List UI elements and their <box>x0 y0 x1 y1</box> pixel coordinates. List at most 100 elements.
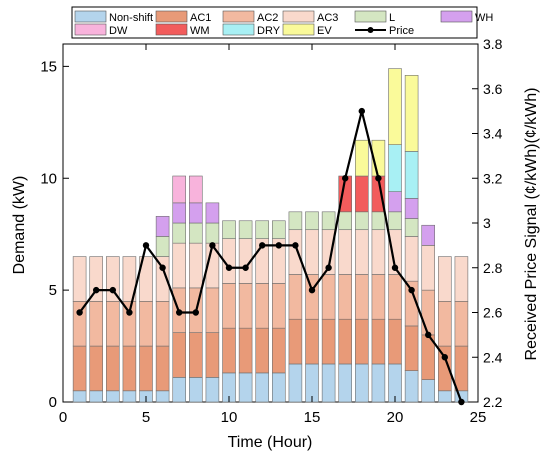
bar-ev-hour-18 <box>355 139 369 177</box>
price-point-hour-6 <box>159 264 166 271</box>
x-tick-label-10: 10 <box>221 409 238 426</box>
price-point-hour-1 <box>76 309 83 316</box>
bar-ac3-hour-7 <box>172 242 186 289</box>
bar-ac1-hour-12 <box>255 327 269 374</box>
legend-label-price: Price <box>389 25 414 37</box>
bar-non-shift-hour-18 <box>355 363 369 403</box>
bar-ac3-hour-17 <box>338 229 352 275</box>
y-right-tick-label-3-4: 3.4 <box>483 126 503 142</box>
x-axis-label: Time (Hour) <box>228 434 313 451</box>
price-point-hour-3 <box>109 286 117 294</box>
x-tick-label-25: 25 <box>470 409 487 426</box>
bar-ac1-hour-5 <box>139 345 153 392</box>
bar-non-shift-hour-16 <box>321 363 336 403</box>
bar-ac1-hour-2 <box>89 345 103 392</box>
y-right-tick-label-3: 3 <box>483 215 491 231</box>
bar-ac1-hour-17 <box>338 318 352 365</box>
legend-swatch-l <box>354 10 387 23</box>
x-tick-label-20: 20 <box>387 409 404 426</box>
bar-l-hour-11 <box>238 220 253 239</box>
price-point-hour-20 <box>391 264 399 271</box>
legend-label-dry: DRY <box>257 25 281 37</box>
bar-ac1-hour-11 <box>238 327 253 374</box>
price-point-hour-10 <box>225 264 233 271</box>
price-point-hour-22 <box>425 331 432 339</box>
legend-swatch-ac3 <box>282 10 315 23</box>
y-right-tick-label-2-6: 2.6 <box>483 305 503 321</box>
price-point-hour-5 <box>142 242 150 249</box>
bar-non-shift-hour-12 <box>255 372 269 403</box>
bar-wh-hour-6 <box>155 215 170 237</box>
bar-non-shift-hour-2 <box>89 390 103 403</box>
bar-ac2-hour-16 <box>321 274 336 320</box>
bar-ac1-hour-21 <box>404 325 419 371</box>
price-point-hour-9 <box>209 242 216 249</box>
bar-ac2-hour-14 <box>288 274 303 320</box>
bar-ac2-hour-15 <box>305 274 319 320</box>
price-line <box>78 110 463 403</box>
bar-non-shift-hour-9 <box>205 377 220 403</box>
bar-ac1-hour-14 <box>288 318 303 365</box>
bar-wh-hour-8 <box>189 202 203 224</box>
bar-ac2-hour-2 <box>89 301 103 347</box>
bar-ac1-hour-10 <box>222 327 236 374</box>
bar-ac3-hour-4 <box>122 256 137 302</box>
bar-ac1-hour-1 <box>72 345 87 392</box>
price-point-hour-16 <box>325 264 332 271</box>
bar-ac2-hour-10 <box>222 283 236 329</box>
legend-swatch-non-shift <box>74 10 107 23</box>
bar-ac2-hour-23 <box>438 301 452 347</box>
bar-ac2-hour-17 <box>338 274 352 320</box>
bar-l-hour-8 <box>189 222 203 244</box>
bar-l-hour-17 <box>338 211 352 231</box>
bar-non-shift-hour-13 <box>272 372 286 403</box>
y-left-tick-label-15: 15 <box>40 58 57 75</box>
bar-ac3-hour-19 <box>371 229 386 275</box>
bar-wh-hour-20 <box>388 191 402 213</box>
bar-wm-hour-18 <box>355 175 369 213</box>
bar-l-hour-21 <box>404 218 419 237</box>
bar-l-hour-9 <box>205 222 220 244</box>
bar-non-shift-hour-4 <box>122 390 137 403</box>
axes-layer: 0 5 10 15 20 25 0 5 10 15 2.2 2.4 2.6 2.8 3 3.2 3.4 3.6 3.… <box>40 36 502 426</box>
bar-non-shift-hour-22 <box>421 379 435 403</box>
bar-dry-hour-21 <box>404 151 419 199</box>
bar-wh-hour-7 <box>172 202 186 224</box>
bar-ac1-hour-13 <box>272 327 286 374</box>
bar-l-hour-6 <box>155 236 170 257</box>
bar-ac1-hour-24 <box>454 345 469 392</box>
bar-ac2-hour-18 <box>355 274 369 320</box>
bar-ac3-hour-21 <box>404 236 419 282</box>
x-tick-label-5: 5 <box>142 409 150 426</box>
bars-layer <box>72 68 469 403</box>
bar-ac1-hour-9 <box>205 332 220 378</box>
y-right-tick-label-2-2: 2.2 <box>483 394 503 410</box>
x-tick-label-15: 15 <box>304 409 321 426</box>
bar-ev-hour-20 <box>388 68 402 145</box>
bar-ac3-hour-18 <box>355 229 369 275</box>
bar-l-hour-18 <box>355 211 369 231</box>
y-left-tick-label-0: 0 <box>49 394 57 411</box>
y-axis-right-label: Received Price Signal (¢/kWh)(¢/kWh) <box>523 88 540 361</box>
bar-l-hour-7 <box>172 222 186 244</box>
bar-ac2-hour-19 <box>371 274 386 320</box>
bar-ac3-hour-22 <box>421 245 435 291</box>
legend-label-dw: DW <box>109 25 128 37</box>
price-point-hour-4 <box>126 309 133 316</box>
bar-l-hour-13 <box>272 220 286 239</box>
bar-ac2-hour-11 <box>238 283 253 329</box>
price-point-hour-14 <box>292 242 299 249</box>
bar-ac1-hour-16 <box>321 318 336 365</box>
bar-non-shift-hour-19 <box>371 363 386 403</box>
bar-ac1-hour-4 <box>122 345 137 392</box>
legend-label-ev: EV <box>317 25 332 37</box>
bar-ac2-hour-13 <box>272 283 286 329</box>
bar-ac3-hour-14 <box>288 229 303 275</box>
legend-label-wh: WH <box>475 12 493 24</box>
bar-wh-hour-9 <box>205 202 220 224</box>
price-point-hour-24 <box>458 398 465 406</box>
bar-dw-hour-8 <box>189 175 203 204</box>
legend-box <box>71 6 478 39</box>
y-right-tick-label-3-8: 3.8 <box>483 36 503 52</box>
